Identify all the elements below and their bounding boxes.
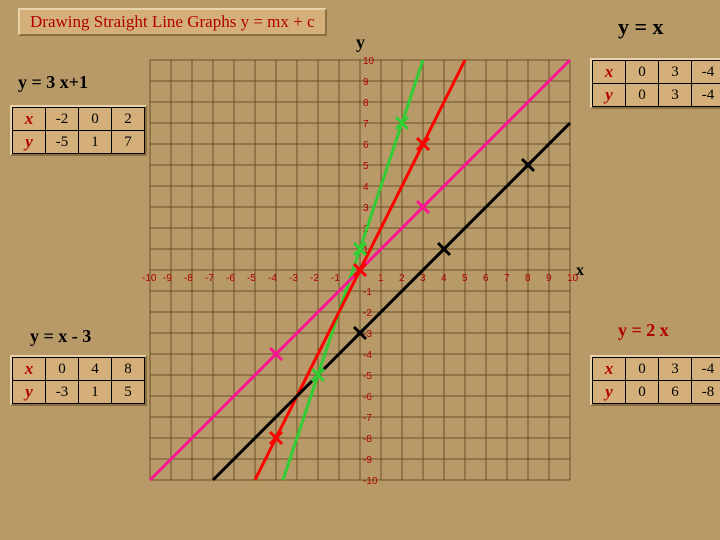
svg-text:-1: -1 [363, 287, 372, 298]
svg-text:5: 5 [363, 161, 369, 172]
svg-text:3: 3 [420, 273, 426, 284]
svg-text:10: 10 [363, 56, 375, 67]
svg-text:8: 8 [525, 273, 531, 284]
svg-text:7: 7 [504, 273, 510, 284]
svg-text:4: 4 [363, 182, 369, 193]
eq-1: y = 3 x+1 [18, 72, 88, 93]
svg-text:9: 9 [363, 77, 369, 88]
table-t2: x048y-315 [10, 355, 147, 406]
line-graph: -10 -9 -8 -7 -6 -5 -4 -3 -2 -1 1 2 3 4 5 6 7 8 9 10 -10 -9 -8 -… [130, 38, 590, 518]
svg-text:-3: -3 [289, 273, 298, 284]
eq-3: y = x [618, 14, 664, 40]
svg-text:1: 1 [378, 273, 384, 284]
page-title: Drawing Straight Line Graphs y = mx + c [18, 8, 327, 36]
svg-text:-10: -10 [142, 273, 157, 284]
eq-2: y = x - 3 [30, 326, 91, 347]
table-t1: x-202y-517 [10, 105, 147, 156]
table-t4: x03-4y06-8 [590, 355, 720, 406]
svg-text:-9: -9 [163, 273, 172, 284]
svg-text:-5: -5 [247, 273, 256, 284]
svg-text:5: 5 [462, 273, 468, 284]
svg-text:7: 7 [363, 119, 369, 130]
svg-text:-10: -10 [363, 476, 378, 487]
table-t3: x03-4y03-4 [590, 58, 720, 109]
svg-text:-1: -1 [331, 273, 340, 284]
svg-text:-4: -4 [268, 273, 277, 284]
svg-text:x: x [576, 262, 584, 279]
svg-text:-9: -9 [363, 455, 372, 466]
eq-4: y = 2 x [618, 320, 669, 341]
svg-text:-7: -7 [205, 273, 214, 284]
svg-text:-8: -8 [184, 273, 193, 284]
svg-text:-6: -6 [226, 273, 235, 284]
line-y=x-3 [213, 123, 570, 480]
svg-text:8: 8 [363, 98, 369, 109]
svg-text:-7: -7 [363, 413, 372, 424]
svg-text:9: 9 [546, 273, 552, 284]
svg-text:6: 6 [363, 140, 369, 151]
svg-text:3: 3 [363, 203, 369, 214]
svg-text:2: 2 [399, 273, 405, 284]
svg-text:-2: -2 [310, 273, 319, 284]
svg-text:-2: -2 [363, 308, 372, 319]
svg-text:-6: -6 [363, 392, 372, 403]
svg-text:-8: -8 [363, 434, 372, 445]
svg-text:6: 6 [483, 273, 489, 284]
svg-text:-4: -4 [363, 350, 372, 361]
svg-text:4: 4 [441, 273, 447, 284]
svg-text:-5: -5 [363, 371, 372, 382]
